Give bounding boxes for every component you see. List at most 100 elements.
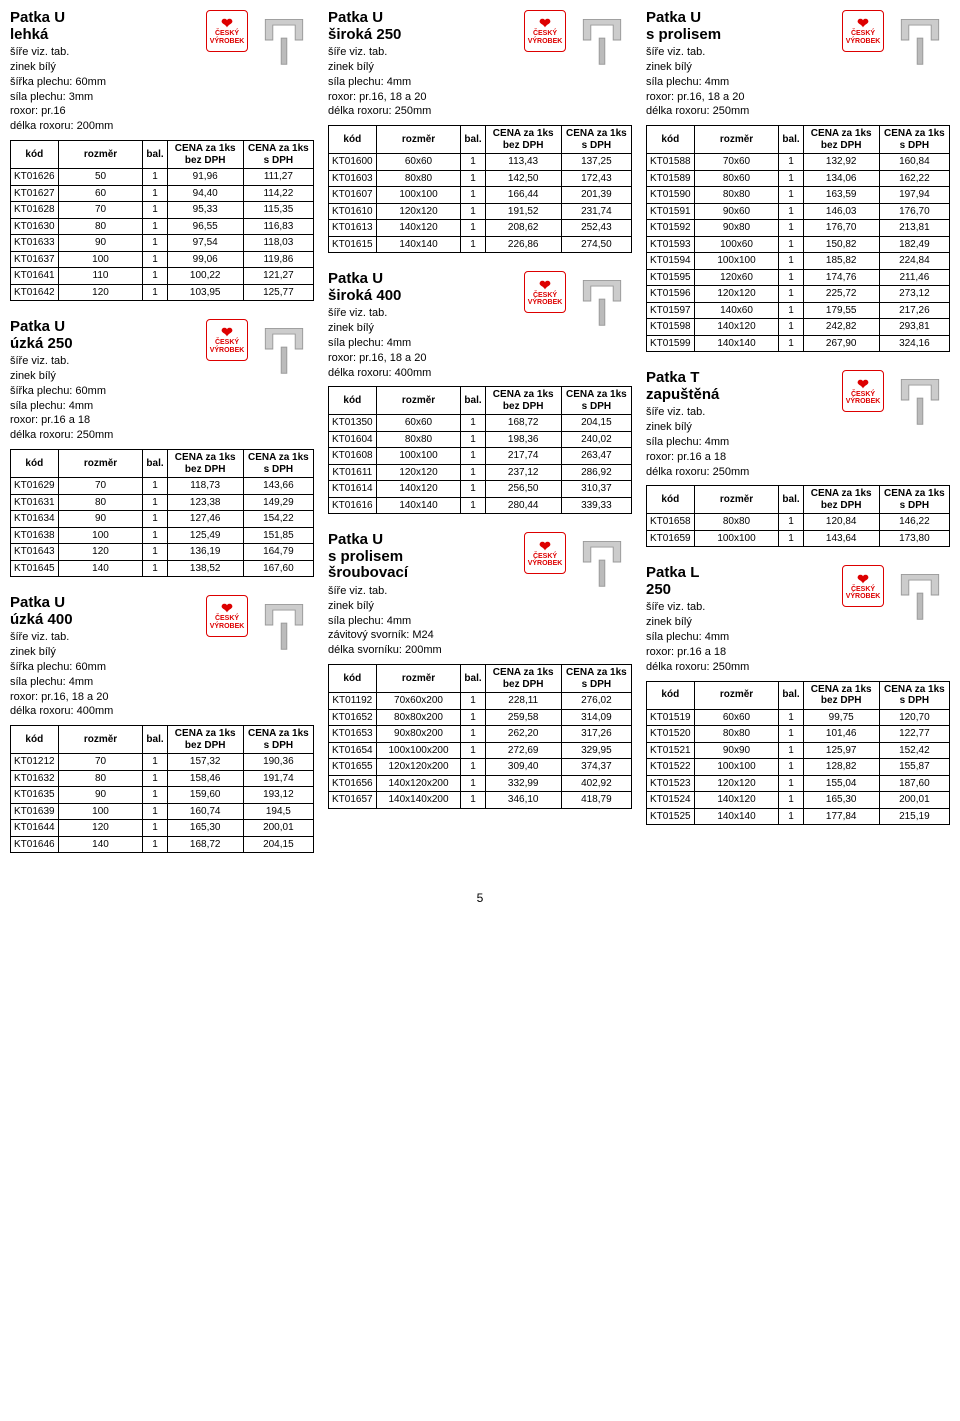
- heart-icon: ❤: [539, 539, 551, 553]
- th-bal: bal.: [779, 681, 803, 709]
- cell-cena-bez: 259,58: [485, 709, 561, 726]
- cell-rozmer: 50: [58, 169, 143, 186]
- table-row: KT01593 100x60 1 150,82 182,49: [647, 236, 950, 253]
- product-image-placeholder: [574, 273, 630, 329]
- spec-line: roxor: pr.16 a 18: [646, 450, 836, 465]
- cell-cena-s: 114,22: [243, 185, 313, 202]
- badge-line2: VÝROBEK: [210, 38, 245, 46]
- spec-line: šíře viz. tab.: [328, 306, 518, 321]
- cell-kod: KT01524: [647, 792, 695, 809]
- cell-cena-s: 173,80: [879, 530, 949, 547]
- th-cena-bez: CENA za 1ks bez DPH: [167, 450, 243, 478]
- cell-rozmer: 100x100x200: [376, 742, 461, 759]
- cell-cena-bez: 157,32: [167, 754, 243, 771]
- cell-bal: 1: [779, 286, 803, 303]
- table-row: KT01588 70x60 1 132,92 160,84: [647, 154, 950, 171]
- table-row: KT01654 100x100x200 1 272,69 329,95: [329, 742, 632, 759]
- product-section: Patka Uširoká 400 šíře viz. tab.zinek bí…: [328, 271, 632, 514]
- cell-cena-s: 122,77: [879, 726, 949, 743]
- cell-cena-s: 146,22: [879, 514, 949, 531]
- spec-line: šíře viz. tab.: [10, 354, 200, 369]
- cell-rozmer: 120x120: [376, 203, 461, 220]
- cell-rozmer: 140x120: [376, 220, 461, 237]
- cell-kod: KT01523: [647, 775, 695, 792]
- th-bal: bal.: [779, 486, 803, 514]
- spec-line: síla plechu: 4mm: [646, 75, 836, 90]
- cell-cena-s: 201,39: [561, 187, 631, 204]
- cell-cena-s: 172,43: [561, 170, 631, 187]
- th-cena-bez: CENA za 1ks bez DPH: [167, 141, 243, 169]
- cell-kod: KT01593: [647, 236, 695, 253]
- table-row: KT01607 100x100 1 166,44 201,39: [329, 187, 632, 204]
- th-cena-bez: CENA za 1ks bez DPH: [485, 387, 561, 415]
- cell-kod: KT01644: [11, 820, 59, 837]
- table-row: KT01589 80x60 1 134,06 162,22: [647, 170, 950, 187]
- spec-line: délka svorníku: 200mm: [328, 643, 518, 658]
- spec-line: délka roxoru: 400mm: [328, 366, 518, 381]
- heart-icon: ❤: [857, 377, 869, 391]
- cell-rozmer: 60x60: [376, 415, 461, 432]
- cell-cena-bez: 100,22: [167, 268, 243, 285]
- spec-line: zinek bílý: [328, 599, 518, 614]
- spec-line: šíře viz. tab.: [10, 630, 200, 645]
- spec-line: délka roxoru: 250mm: [646, 104, 836, 119]
- cell-cena-s: 143,66: [243, 478, 313, 495]
- table-row: KT01633 90 1 97,54 118,03: [11, 235, 314, 252]
- cell-cena-s: 151,85: [243, 527, 313, 544]
- spec-line: šíře viz. tab.: [646, 45, 836, 60]
- price-table: kód rozměr bal. CENA za 1ks bez DPH CENA…: [10, 449, 314, 577]
- cell-cena-s: 125,77: [243, 284, 313, 301]
- cell-bal: 1: [779, 792, 803, 809]
- cell-cena-bez: 95,33: [167, 202, 243, 219]
- cell-cena-s: 317,26: [561, 726, 631, 743]
- cell-cena-bez: 125,49: [167, 527, 243, 544]
- cell-cena-bez: 138,52: [167, 560, 243, 577]
- cell-cena-bez: 103,95: [167, 284, 243, 301]
- cell-cena-bez: 272,69: [485, 742, 561, 759]
- cell-cena-bez: 128,82: [803, 759, 879, 776]
- th-cena-s: CENA za 1ks s DPH: [561, 126, 631, 154]
- th-cena-s: CENA za 1ks s DPH: [243, 726, 313, 754]
- cell-rozmer: 80x80: [694, 726, 779, 743]
- cell-bal: 1: [779, 514, 803, 531]
- czech-product-badge: ❤ ČESKÝ VÝROBEK: [206, 10, 248, 52]
- cell-cena-bez: 166,44: [485, 187, 561, 204]
- table-row: KT01599 140x140 1 267,90 324,16: [647, 335, 950, 352]
- cell-cena-s: 200,01: [879, 792, 949, 809]
- cell-cena-s: 152,42: [879, 742, 949, 759]
- cell-kod: KT01654: [329, 742, 377, 759]
- cell-cena-s: 339,33: [561, 497, 631, 514]
- cell-cena-s: 274,50: [561, 236, 631, 253]
- cell-rozmer: 140x120: [694, 792, 779, 809]
- cell-bal: 1: [779, 187, 803, 204]
- cell-bal: 1: [779, 808, 803, 825]
- czech-product-badge: ❤ ČESKÝ VÝROBEK: [524, 532, 566, 574]
- spec-line: délka roxoru: 250mm: [646, 660, 836, 675]
- th-kod: kód: [329, 665, 377, 693]
- cell-cena-bez: 163,59: [803, 187, 879, 204]
- cell-kod: KT01645: [11, 560, 59, 577]
- section-title: Patka Us prolisem: [646, 10, 836, 43]
- cell-kod: KT01596: [647, 286, 695, 303]
- th-bal: bal.: [143, 141, 167, 169]
- cell-cena-bez: 168,72: [167, 836, 243, 853]
- cell-bal: 1: [143, 787, 167, 804]
- column-2: Patka Us prolisem šíře viz. tab.zinek bí…: [646, 10, 950, 871]
- cell-kod: KT01608: [329, 448, 377, 465]
- spec-line: síla plechu: 4mm: [10, 675, 200, 690]
- badge-line1: ČESKÝ: [215, 615, 239, 623]
- cell-kod: KT01616: [329, 497, 377, 514]
- cell-cena-bez: 176,70: [803, 220, 879, 237]
- th-kod: kód: [647, 681, 695, 709]
- price-table: kód rozměr bal. CENA za 1ks bez DPH CENA…: [10, 725, 314, 853]
- th-bal: bal.: [779, 126, 803, 154]
- product-image-placeholder: [892, 12, 948, 68]
- cell-cena-s: 155,87: [879, 759, 949, 776]
- table-row: KT01519 60x60 1 99,75 120,70: [647, 709, 950, 726]
- section-specs: šíře viz. tab.zinek bílýšířka plechu: 60…: [10, 630, 200, 719]
- th-cena-s: CENA za 1ks s DPH: [879, 681, 949, 709]
- spec-line: zinek bílý: [10, 645, 200, 660]
- th-cena-bez: CENA za 1ks bez DPH: [803, 126, 879, 154]
- table-row: KT01522 100x100 1 128,82 155,87: [647, 759, 950, 776]
- spec-line: délka roxoru: 400mm: [10, 704, 200, 719]
